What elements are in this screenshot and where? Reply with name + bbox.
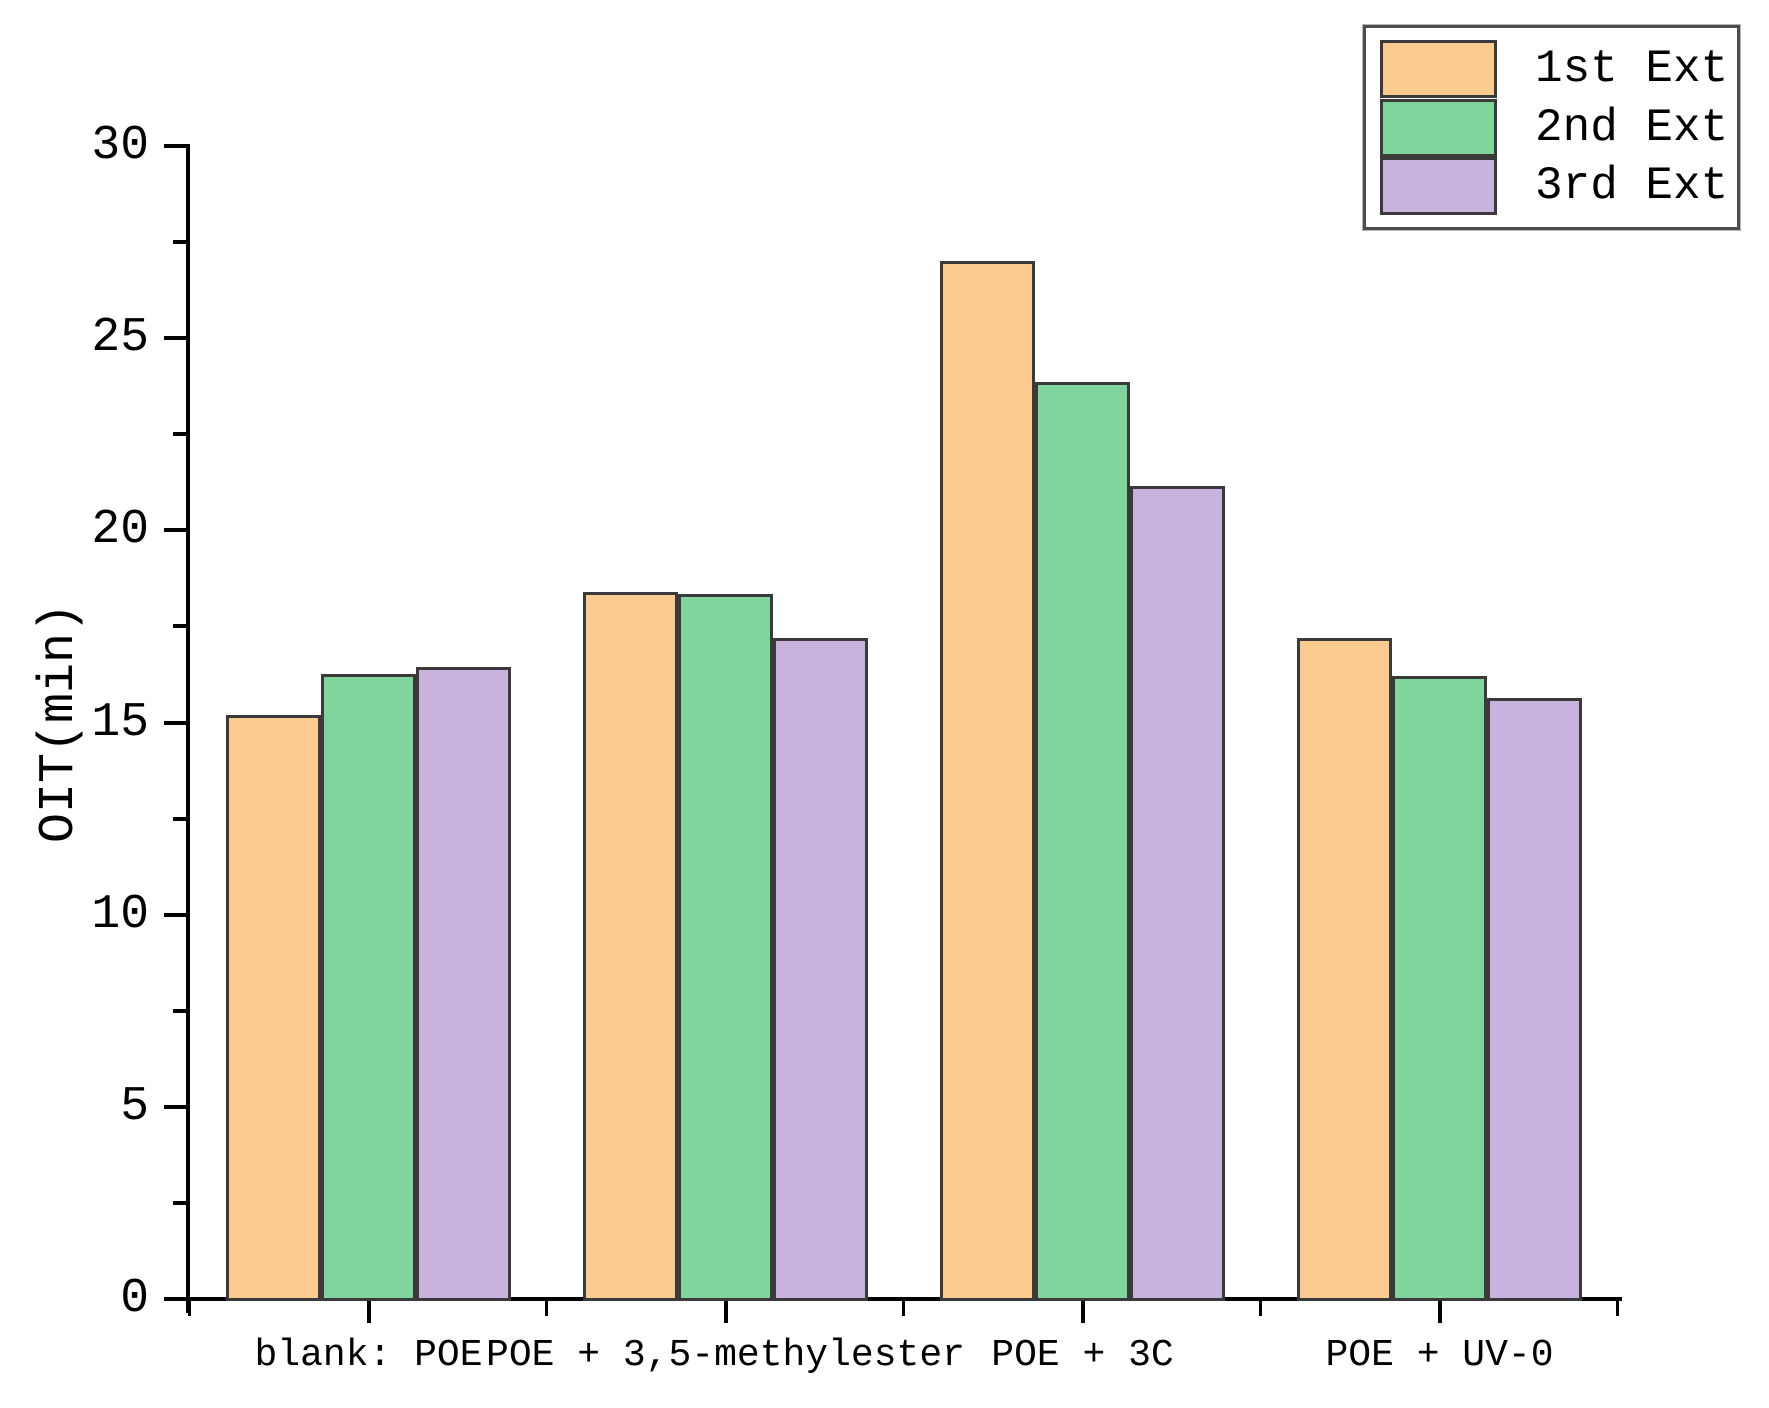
y-major-tick bbox=[164, 528, 186, 533]
bar-1st-cat2 bbox=[582, 591, 678, 1301]
bar-2nd-cat3 bbox=[1034, 382, 1131, 1301]
y-minor-tick bbox=[173, 1200, 186, 1205]
x-tick-label: blank: POE bbox=[254, 1334, 483, 1377]
y-tick-label: 0 bbox=[120, 1272, 149, 1326]
x-axis-line bbox=[186, 1297, 1622, 1301]
y-major-tick bbox=[164, 720, 186, 725]
bar-2nd-cat2 bbox=[677, 593, 774, 1301]
y-minor-tick bbox=[173, 816, 186, 821]
bar-3rd-cat2 bbox=[773, 637, 869, 1301]
y-major-tick bbox=[164, 1104, 186, 1109]
y-minor-tick bbox=[173, 432, 186, 437]
y-tick-label: 30 bbox=[91, 119, 149, 173]
x-major-tick bbox=[366, 1301, 371, 1323]
x-minor-tick bbox=[1616, 1301, 1619, 1316]
y-minor-tick bbox=[173, 1008, 186, 1013]
x-minor-tick bbox=[188, 1301, 191, 1316]
legend-label: 3rd Ext bbox=[1535, 160, 1729, 212]
bar-1st-cat3 bbox=[939, 261, 1035, 1301]
legend-item: 3rd Ext bbox=[1380, 157, 1728, 215]
x-major-tick bbox=[723, 1301, 728, 1323]
bar-1st-cat4 bbox=[1296, 637, 1392, 1301]
x-major-tick bbox=[1437, 1301, 1442, 1323]
legend-item: 2nd Ext bbox=[1380, 98, 1728, 157]
y-major-tick bbox=[164, 144, 186, 148]
bar-2nd-cat1 bbox=[320, 674, 417, 1301]
bar-3rd-cat4 bbox=[1487, 697, 1583, 1301]
x-minor-tick bbox=[1259, 1301, 1262, 1316]
legend: 1st Ext 2nd Ext 3rd Ext bbox=[1363, 25, 1740, 230]
legend-swatch-icon bbox=[1380, 157, 1497, 215]
y-major-tick bbox=[164, 336, 186, 341]
legend-label: 1st Ext bbox=[1535, 43, 1729, 95]
bar-1st-cat1 bbox=[225, 714, 321, 1301]
y-tick-label: 10 bbox=[91, 887, 149, 942]
legend-swatch-icon bbox=[1380, 40, 1497, 98]
y-major-tick bbox=[164, 912, 186, 917]
y-tick-label: 25 bbox=[91, 311, 149, 366]
y-minor-tick bbox=[173, 240, 186, 245]
x-major-tick bbox=[1080, 1301, 1085, 1323]
x-minor-tick bbox=[545, 1301, 548, 1316]
bar-2nd-cat4 bbox=[1391, 676, 1488, 1301]
y-axis-line bbox=[186, 144, 190, 1313]
bar-3rd-cat3 bbox=[1130, 486, 1226, 1301]
y-tick-label: 15 bbox=[91, 695, 149, 750]
legend-swatch-icon bbox=[1380, 98, 1497, 157]
x-tick-label: POE + UV-0 bbox=[1325, 1334, 1554, 1377]
legend-item: 1st Ext bbox=[1380, 40, 1728, 98]
x-tick-label: POE + 3,5-methylester bbox=[486, 1334, 965, 1377]
x-tick-label: POE + 3C bbox=[991, 1334, 1174, 1377]
x-minor-tick bbox=[902, 1301, 905, 1316]
legend-label: 2nd Ext bbox=[1535, 101, 1729, 154]
bar-3rd-cat1 bbox=[416, 666, 512, 1301]
y-major-tick bbox=[164, 1297, 186, 1301]
y-tick-label: 20 bbox=[91, 503, 149, 558]
y-minor-tick bbox=[173, 624, 186, 629]
y-tick-label: 5 bbox=[120, 1079, 149, 1134]
